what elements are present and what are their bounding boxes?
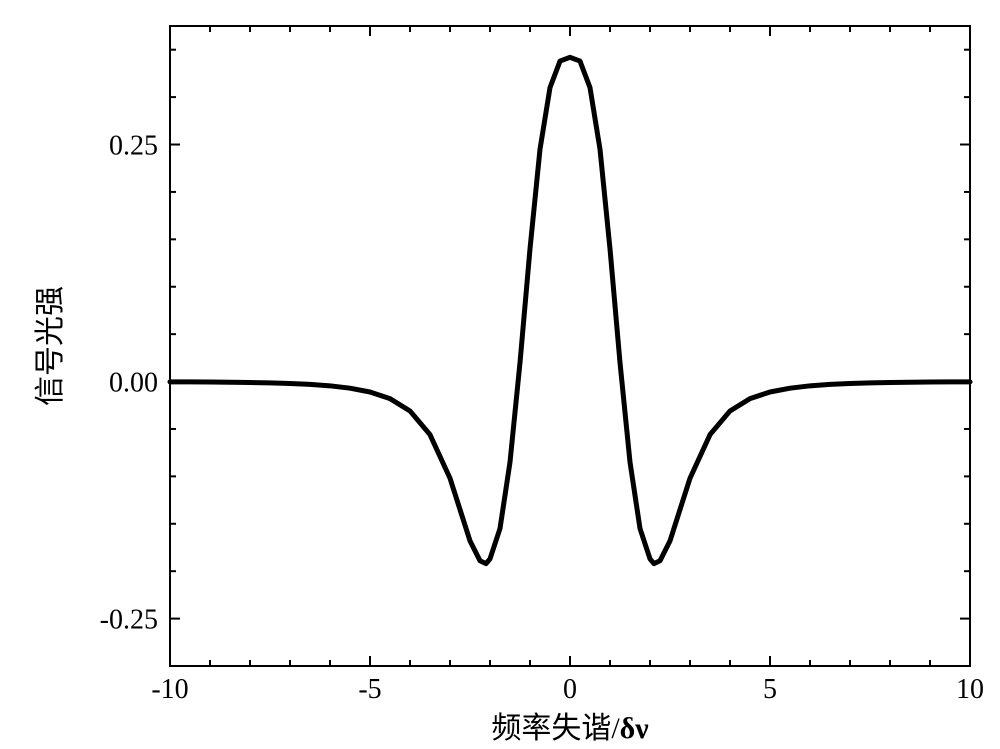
y-tick-label: -0.25 xyxy=(100,605,158,636)
x-tick-label: -10 xyxy=(151,674,188,705)
y-tick-label: 0.25 xyxy=(109,131,158,162)
y-tick-label: 0.00 xyxy=(109,368,158,399)
line-chart: -10 -5 0 5 10 -0.25 0.00 0.25 频率失谐/δν 信号光强 xyxy=(0,0,1000,749)
chart-container: -10 -5 0 5 10 -0.25 0.00 0.25 频率失谐/δν 信号光强 xyxy=(0,0,1000,749)
x-tick-label: 0 xyxy=(563,674,577,705)
x-tick-label: 10 xyxy=(956,674,984,705)
x-tick-label: 5 xyxy=(763,674,777,705)
y-axis-label: 信号光强 xyxy=(34,286,67,406)
x-tick-label: -5 xyxy=(358,674,381,705)
x-axis-label: 频率失谐/δν xyxy=(491,712,649,745)
